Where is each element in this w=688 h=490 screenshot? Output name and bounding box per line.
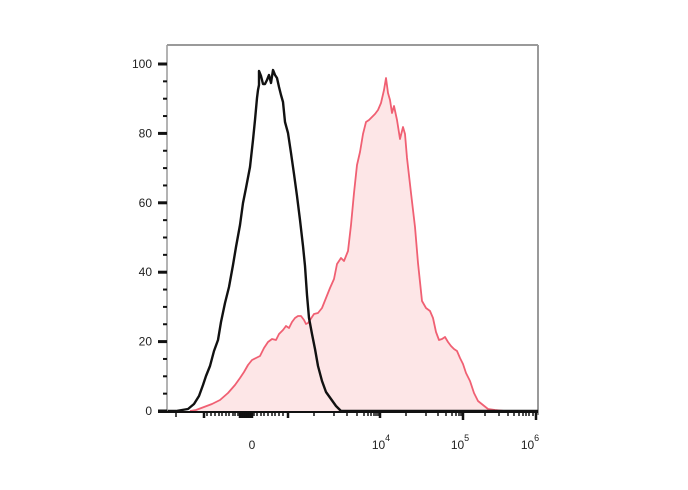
y-tick-label: 20 bbox=[139, 335, 153, 349]
control-line bbox=[167, 68, 538, 413]
stained-sample-area bbox=[190, 78, 538, 411]
y-tick-label: 80 bbox=[139, 126, 153, 140]
plot-frame bbox=[167, 44, 539, 415]
y-tick-label: 0 bbox=[145, 404, 152, 418]
x-axis: 0 104 105 106 bbox=[158, 411, 539, 452]
stained-sample-line bbox=[189, 77, 538, 412]
y-axis: 0 20 40 60 80 100 bbox=[132, 45, 168, 418]
x-tick-label: 0 bbox=[249, 438, 256, 452]
x-tick-label: 104 bbox=[372, 433, 390, 452]
y-tick-label: 60 bbox=[139, 196, 153, 210]
x-tick-label: 105 bbox=[451, 433, 469, 452]
x-tick-label: 106 bbox=[521, 433, 539, 452]
y-tick-label: 100 bbox=[132, 57, 152, 71]
y-tick-label: 40 bbox=[139, 265, 153, 279]
